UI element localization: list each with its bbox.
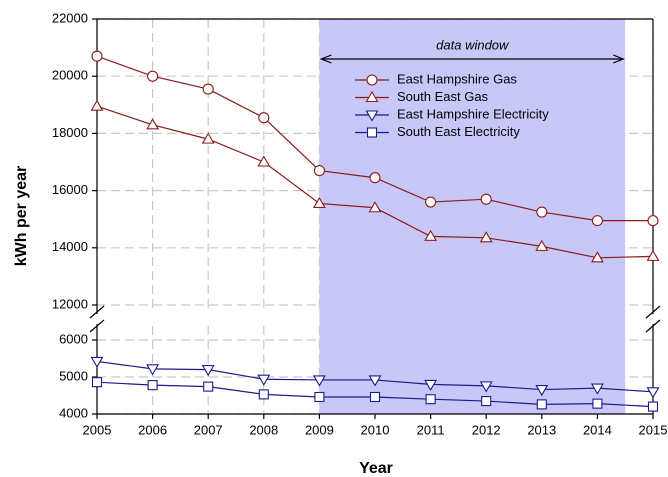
marker (201, 365, 215, 377)
y-tick-label: 18000 (52, 125, 88, 140)
marker (257, 155, 271, 167)
marker (647, 215, 659, 227)
x-axis-title: Year (359, 460, 393, 477)
y-tick-label: 12000 (52, 296, 88, 311)
marker (257, 374, 271, 386)
marker (91, 50, 103, 62)
marker (258, 389, 269, 400)
axis-break (89, 319, 105, 333)
marker (590, 383, 604, 395)
marker (202, 83, 214, 95)
marker (369, 391, 381, 403)
marker (646, 387, 660, 399)
y-tick-label: 5000 (59, 368, 88, 383)
marker (203, 381, 214, 392)
x-tick-label: 2009 (305, 422, 334, 437)
marker (424, 379, 438, 391)
marker (536, 206, 548, 218)
x-tick-label: 2006 (138, 422, 167, 437)
x-tick-label: 2008 (249, 422, 278, 437)
axis-break (89, 305, 105, 319)
marker (479, 231, 493, 243)
marker (425, 394, 436, 405)
y-tick-label: 14000 (52, 239, 88, 254)
marker (313, 165, 325, 177)
marker (312, 196, 326, 209)
marker (90, 356, 104, 369)
marker (312, 375, 326, 387)
legend-label: East Hampshire Gas (397, 71, 517, 86)
x-tick-label: 2012 (472, 422, 501, 437)
marker (201, 132, 215, 144)
x-tick-label: 2005 (83, 422, 112, 437)
x-tick-label: 2010 (361, 422, 390, 437)
marker (481, 395, 492, 407)
marker (368, 375, 382, 387)
marker (146, 364, 160, 376)
y-tick-label: 16000 (52, 182, 88, 197)
y-tick-label: 6000 (59, 331, 88, 346)
marker (591, 215, 603, 227)
annotation: data window (436, 37, 510, 52)
y-tick-label: 20000 (52, 68, 88, 83)
marker (366, 127, 378, 138)
marker (147, 70, 159, 82)
marker (366, 74, 378, 86)
x-tick-label: 2011 (417, 422, 445, 437)
marker (365, 110, 379, 122)
marker (535, 239, 549, 251)
axis-break (645, 305, 661, 319)
arrow-head (319, 54, 332, 64)
marker (535, 385, 549, 397)
marker (90, 99, 104, 111)
marker (647, 401, 659, 412)
arrow-head (612, 54, 625, 64)
marker (425, 196, 437, 208)
legend-label: East Hampshire Electricity (397, 106, 549, 121)
axis-break (645, 319, 661, 333)
marker (369, 172, 381, 184)
y-tick-label: 4000 (59, 405, 88, 420)
y-tick-label: 22000 (52, 10, 88, 25)
x-tick-label: 2014 (583, 422, 612, 437)
marker (258, 112, 270, 124)
marker (146, 118, 160, 130)
marker (536, 399, 547, 410)
legend-label: South East Gas (397, 89, 489, 104)
marker (479, 381, 493, 393)
y-axis-title: kWh per year (13, 166, 30, 266)
marker (590, 251, 604, 263)
x-tick-label: 2015 (639, 422, 668, 437)
marker (368, 201, 382, 213)
marker (147, 380, 158, 391)
x-tick-label: 2007 (194, 422, 223, 437)
x-tick-label: 2013 (527, 422, 556, 437)
legend-label: South East Electricity (397, 124, 520, 139)
marker (424, 229, 438, 241)
marker (480, 193, 492, 205)
marker (365, 90, 379, 103)
marker (314, 391, 325, 403)
marker (646, 249, 660, 261)
marker (592, 398, 603, 409)
marker (91, 377, 103, 388)
